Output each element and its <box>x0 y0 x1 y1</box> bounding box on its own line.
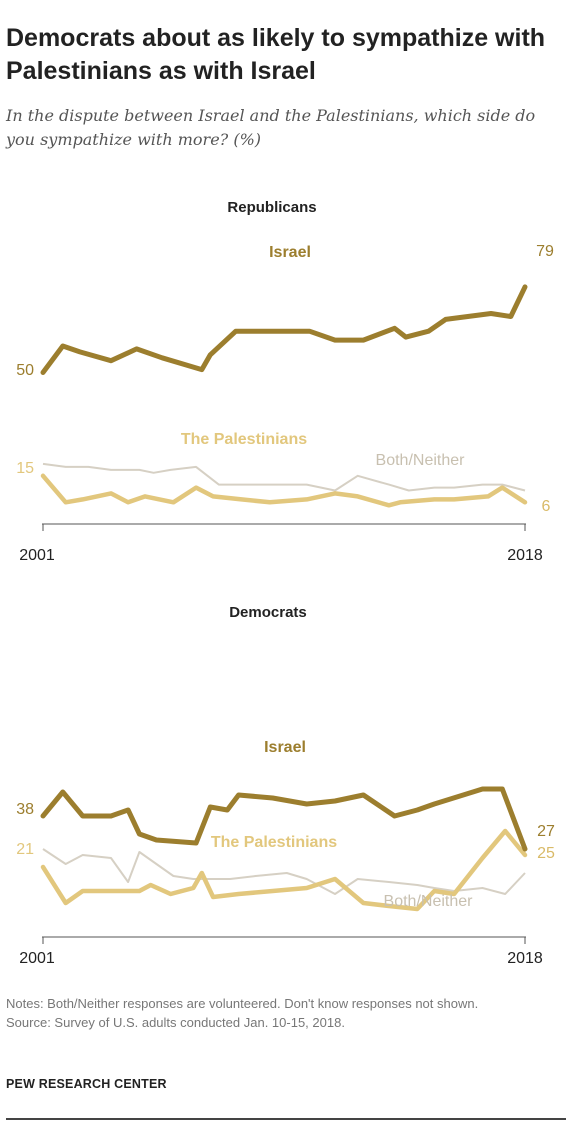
republicans-panel-title: Republicans <box>227 199 316 216</box>
pew-research-center-logo: PEW RESEARCH CENTER <box>6 1077 167 1091</box>
notes-text: Notes: Both/Neither responses are volunt… <box>6 996 479 1011</box>
series-line-israel <box>40 284 528 375</box>
chart-subtitle: In the dispute between Israel and the Pa… <box>6 106 536 149</box>
x-tick-label-2001: 2001 <box>19 950 55 967</box>
palestinians-end-label: 25 <box>537 845 555 862</box>
source-text: Source: Survey of U.S. adults conducted … <box>6 1015 345 1030</box>
series-label-both-neither: Both/Neither <box>376 452 466 469</box>
democrats-chart: Democrats 2001 2018 Israel The Palestini… <box>16 604 555 967</box>
series-line-palestinians <box>40 828 528 912</box>
series-label-palestinians: The Palestinians <box>181 431 307 448</box>
series-line-israel <box>40 786 528 852</box>
palestinians-start-label: 21 <box>16 841 34 858</box>
palestinians-start-label: 15 <box>16 460 34 477</box>
israel-end-label: 27 <box>537 823 555 840</box>
series-line-both-neither <box>42 462 526 492</box>
democrats-panel: Democrats 2001 2018 Israel The Palestini… <box>0 590 570 980</box>
series-label-israel: Israel <box>264 739 306 756</box>
series-label-palestinians: The Palestinians <box>211 834 337 851</box>
series-line-both-neither <box>42 848 526 895</box>
x-tick-label-2018: 2018 <box>507 547 543 564</box>
bottom-divider <box>6 1118 566 1120</box>
israel-start-label: 50 <box>16 362 34 379</box>
series-label-both-neither: Both/Neither <box>384 893 474 910</box>
x-tick-label-2001: 2001 <box>19 547 55 564</box>
series-label-israel: Israel <box>269 244 311 261</box>
x-tick-label-2018: 2018 <box>507 950 543 967</box>
israel-start-label: 38 <box>16 801 34 818</box>
palestinians-end-label: 6 <box>542 498 551 515</box>
republicans-chart: Republicans 2001 2018 Israel The Palesti… <box>16 199 554 564</box>
series-line-palestinians <box>40 473 528 508</box>
israel-end-label: 79 <box>536 243 554 260</box>
chart-notes: Notes: Both/Neither responses are volunt… <box>6 994 546 1032</box>
republicans-panel: Republicans 2001 2018 Israel The Palesti… <box>0 185 570 575</box>
democrats-panel-title: Democrats <box>229 604 307 621</box>
chart-title: Democrats about as likely to sympathize … <box>6 24 546 85</box>
